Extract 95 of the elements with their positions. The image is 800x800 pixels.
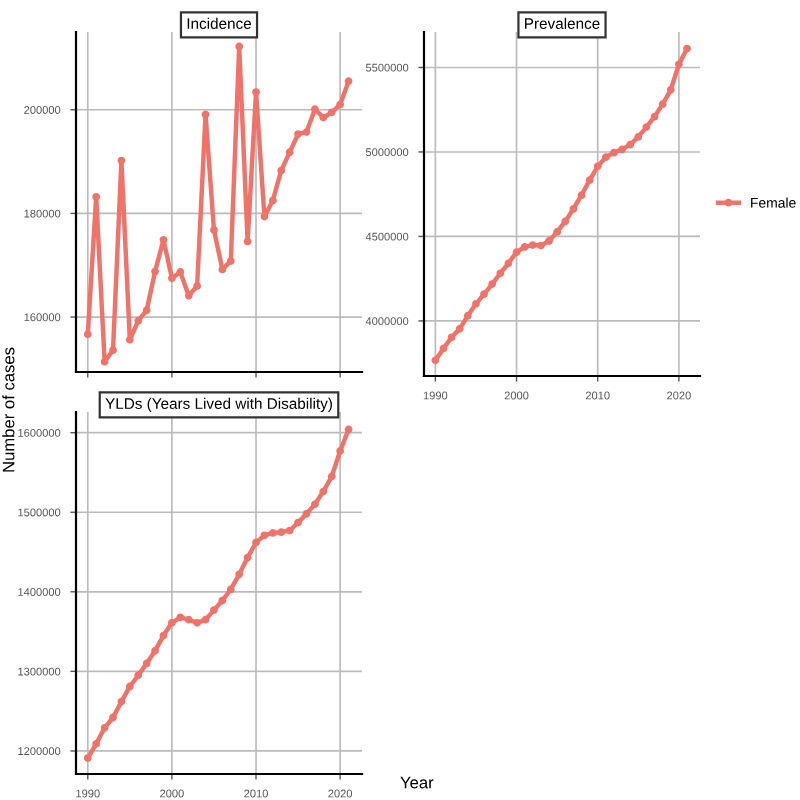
point [151,646,159,655]
point [134,671,143,680]
point [553,227,562,236]
point [285,148,294,157]
point [201,615,210,624]
point [480,290,488,298]
point [218,596,227,605]
point [344,425,353,434]
point [176,268,185,276]
point [243,237,252,246]
point [650,112,659,121]
point [125,335,134,344]
point [109,713,117,722]
point [431,356,440,365]
point [285,526,294,535]
point [327,472,336,481]
point [561,217,570,226]
point [142,306,151,315]
point [488,280,497,288]
point [159,235,168,244]
point [618,145,626,154]
x-axis-title: Year [400,776,434,789]
point [260,212,269,221]
point [447,333,456,342]
point [520,243,529,251]
point [151,267,159,276]
point [210,606,218,614]
point [243,553,252,562]
point [210,226,218,234]
point [134,316,143,325]
point [260,531,269,540]
point [92,192,101,201]
point [235,42,244,51]
point [294,130,302,138]
point [504,259,513,268]
point [168,618,176,627]
point [100,357,109,366]
point [226,585,235,594]
point [176,613,185,622]
point [439,344,448,353]
point [168,274,176,283]
point [463,311,472,320]
point [142,659,151,668]
point [496,269,505,278]
point [593,162,602,171]
point [252,538,260,547]
point [201,110,210,119]
point [235,570,244,579]
point [472,299,480,308]
point [537,241,545,250]
point [569,205,578,213]
point [327,108,336,117]
point [311,500,319,509]
point [336,100,345,109]
point [601,153,610,162]
point [658,100,667,109]
point [277,528,286,537]
point [528,241,537,249]
point [642,123,651,132]
point [193,282,202,290]
point [117,697,126,706]
point [294,518,302,527]
point [512,248,521,257]
point [577,191,586,200]
point [109,346,117,355]
point [626,140,635,149]
point [683,44,691,53]
point [545,237,553,245]
point [268,529,277,537]
point [268,196,277,205]
point [666,85,675,94]
point [83,754,92,762]
point [83,330,92,339]
point [184,615,193,624]
point [344,77,353,86]
point [675,60,683,69]
point [226,257,235,265]
point [302,509,311,518]
point [92,739,101,748]
point [455,324,464,333]
point [585,176,594,185]
point [319,113,328,122]
point [277,166,286,175]
point [302,128,311,136]
point [218,265,227,274]
point [100,723,109,732]
point [336,447,345,455]
point [610,148,618,157]
point [634,133,643,141]
point [319,487,328,496]
point [159,631,168,640]
point [125,682,134,691]
point [117,156,126,165]
y-axis-title: Number of cases [2,347,15,472]
point [193,618,202,627]
